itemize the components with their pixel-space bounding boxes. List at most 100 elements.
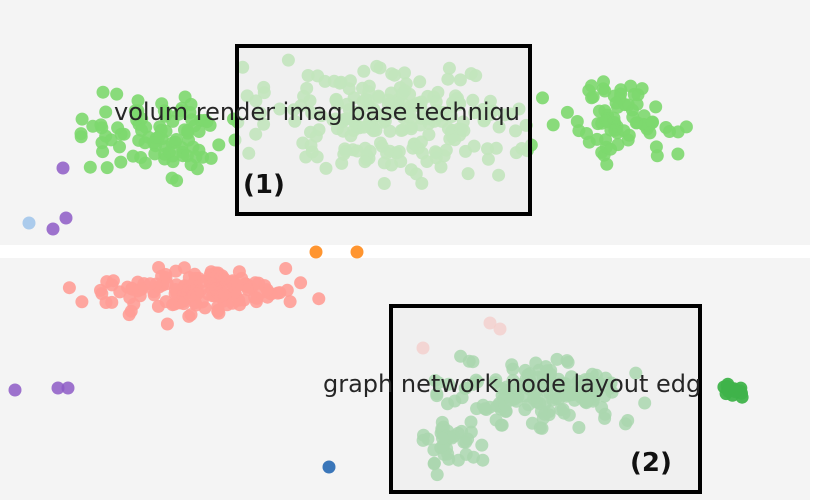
callout-label-2: (2): [630, 448, 672, 478]
point-graph-network[interactable]: [728, 385, 742, 398]
point-salmon-cluster[interactable]: [280, 283, 294, 297]
point-volume-render[interactable]: [166, 149, 180, 163]
point-salmon-cluster[interactable]: [122, 308, 136, 322]
point-volume-render[interactable]: [135, 123, 149, 137]
point-volume-render[interactable]: [134, 151, 148, 164]
cluster-label-volume-render: volum render imag base techniqu: [114, 98, 520, 126]
point-volume-render[interactable]: [536, 91, 549, 105]
point-volume-render[interactable]: [185, 113, 199, 127]
point-volume-render[interactable]: [181, 126, 195, 140]
point-volume-render[interactable]: [100, 161, 114, 175]
point-salmon-cluster[interactable]: [62, 281, 76, 295]
callout-box-2: [389, 304, 702, 494]
point-outlier-purple[interactable]: [59, 211, 73, 225]
point-volume-render[interactable]: [212, 138, 226, 152]
point-salmon-cluster[interactable]: [250, 291, 264, 305]
point-volume-render[interactable]: [585, 91, 599, 105]
point-salmon-cluster[interactable]: [105, 295, 119, 309]
point-volume-render[interactable]: [599, 114, 613, 128]
point-volume-render[interactable]: [626, 110, 640, 124]
point-volume-render[interactable]: [174, 104, 188, 118]
point-volume-render[interactable]: [671, 147, 685, 161]
point-volume-render[interactable]: [111, 121, 125, 135]
point-volume-render[interactable]: [165, 171, 179, 185]
point-salmon-cluster[interactable]: [210, 269, 224, 283]
point-salmon-cluster[interactable]: [182, 309, 196, 323]
point-outlier-lightblue[interactable]: [22, 216, 36, 230]
point-salmon-cluster[interactable]: [237, 293, 251, 307]
callout-label-1: (1): [243, 170, 285, 200]
point-salmon-cluster[interactable]: [279, 262, 293, 275]
point-volume-render[interactable]: [155, 97, 169, 111]
point-volume-render[interactable]: [74, 130, 88, 144]
point-salmon-cluster[interactable]: [177, 297, 191, 311]
point-salmon-cluster[interactable]: [226, 296, 240, 310]
point-salmon-cluster[interactable]: [312, 292, 326, 306]
point-volume-render[interactable]: [131, 104, 145, 118]
point-volume-render[interactable]: [160, 107, 174, 121]
point-salmon-cluster[interactable]: [283, 295, 297, 309]
point-volume-render[interactable]: [75, 112, 89, 126]
point-salmon-cluster[interactable]: [159, 295, 173, 309]
point-volume-render[interactable]: [597, 75, 610, 89]
point-volume-render[interactable]: [643, 126, 657, 140]
point-outlier-purple[interactable]: [56, 161, 70, 175]
point-volume-render[interactable]: [94, 118, 108, 132]
point-volume-render[interactable]: [131, 94, 145, 108]
point-outlier-purple[interactable]: [61, 381, 75, 395]
point-volume-render[interactable]: [203, 118, 217, 132]
point-salmon-cluster[interactable]: [231, 279, 244, 292]
point-volume-render[interactable]: [114, 155, 128, 169]
point-volume-render[interactable]: [627, 87, 641, 101]
point-outlier-purple[interactable]: [51, 381, 65, 395]
point-volume-render[interactable]: [95, 136, 109, 150]
point-volume-render[interactable]: [148, 147, 162, 161]
point-volume-render[interactable]: [611, 138, 625, 152]
point-salmon-cluster[interactable]: [188, 267, 202, 281]
point-salmon-cluster[interactable]: [252, 276, 266, 290]
point-salmon-cluster[interactable]: [75, 295, 89, 309]
point-volume-render[interactable]: [110, 87, 124, 101]
point-salmon-cluster[interactable]: [160, 317, 174, 331]
point-volume-render[interactable]: [590, 132, 604, 146]
point-salmon-cluster[interactable]: [211, 300, 224, 314]
point-outlier-purple[interactable]: [8, 383, 22, 397]
point-volume-render[interactable]: [147, 136, 161, 150]
point-volume-render[interactable]: [570, 115, 584, 128]
point-volume-render[interactable]: [178, 90, 192, 104]
point-volume-render[interactable]: [608, 123, 622, 137]
point-salmon-cluster[interactable]: [105, 278, 119, 292]
point-salmon-cluster[interactable]: [198, 301, 212, 315]
point-volume-render[interactable]: [585, 79, 598, 93]
point-salmon-cluster[interactable]: [95, 287, 109, 301]
point-volume-render[interactable]: [96, 85, 110, 99]
point-salmon-cluster[interactable]: [149, 277, 163, 291]
point-outlier-orange[interactable]: [350, 245, 364, 259]
point-outlier-blue[interactable]: [322, 460, 336, 474]
point-salmon-cluster[interactable]: [294, 276, 308, 290]
point-volume-render[interactable]: [671, 125, 685, 139]
point-volume-render[interactable]: [649, 100, 663, 114]
point-volume-render[interactable]: [600, 157, 614, 171]
point-volume-render[interactable]: [649, 140, 663, 154]
point-salmon-cluster[interactable]: [125, 282, 139, 296]
point-volume-render[interactable]: [99, 105, 113, 119]
point-volume-render[interactable]: [192, 125, 206, 138]
point-volume-render[interactable]: [184, 158, 198, 172]
point-volume-render[interactable]: [618, 98, 632, 112]
point-volume-render[interactable]: [113, 140, 126, 154]
point-volume-render[interactable]: [560, 105, 574, 119]
point-volume-render[interactable]: [546, 118, 560, 132]
point-outlier-orange[interactable]: [309, 245, 323, 259]
point-volume-render[interactable]: [645, 116, 659, 130]
point-salmon-cluster[interactable]: [216, 287, 230, 301]
point-volume-render[interactable]: [83, 160, 97, 174]
point-salmon-cluster[interactable]: [177, 261, 191, 275]
point-volume-render[interactable]: [621, 133, 635, 147]
point-outlier-purple[interactable]: [46, 222, 60, 236]
cluster-label-graph-network: graph network node layout edg: [323, 370, 701, 398]
point-salmon-cluster[interactable]: [240, 280, 254, 294]
point-volume-render[interactable]: [169, 133, 183, 146]
